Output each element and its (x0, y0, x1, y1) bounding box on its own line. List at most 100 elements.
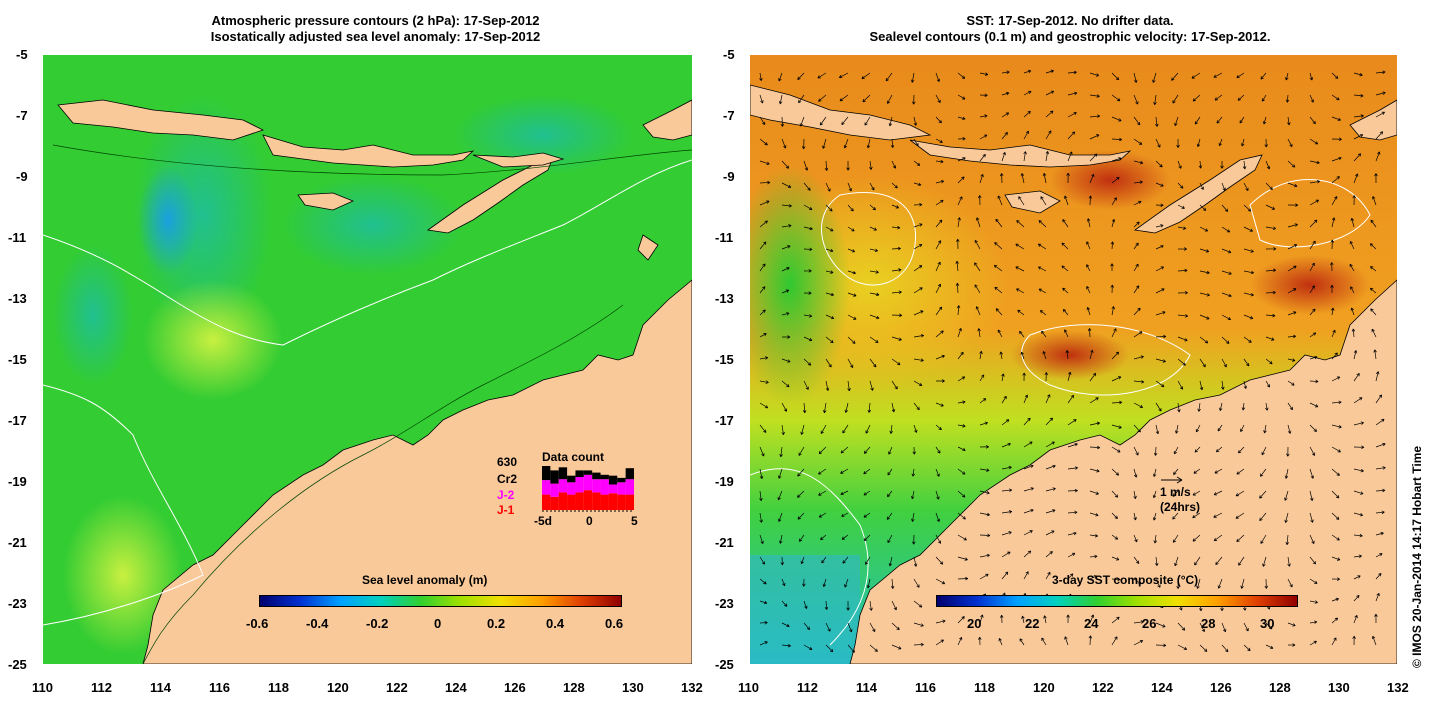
velocity-arrow (913, 160, 921, 166)
land-java (57, 99, 265, 141)
velocity-arrow (797, 490, 805, 498)
data-count-bar-j1 (600, 494, 609, 510)
velocity-arrow (818, 446, 827, 455)
velocity-arrow (759, 512, 763, 523)
velocity-arrow (1172, 490, 1179, 497)
velocity-arrow (1351, 328, 1356, 338)
velocity-arrow (1111, 424, 1122, 429)
velocity-arrow (979, 398, 987, 404)
velocity-arrow (1375, 371, 1380, 382)
colorbar-tick: 0 (434, 616, 442, 631)
velocity-arrow (847, 292, 857, 297)
velocity-arrow (1155, 266, 1164, 272)
velocity-arrow (957, 556, 968, 561)
land-java (750, 84, 932, 141)
velocity-arrow (759, 556, 765, 565)
velocity-arrow (1192, 490, 1201, 496)
velocity-arrow (935, 138, 943, 143)
velocity-arrow (825, 204, 833, 212)
velocity-arrow (1111, 490, 1119, 498)
velocity-arrow (1038, 288, 1047, 294)
velocity-arrow (781, 245, 791, 250)
velocity-arrow (778, 72, 783, 82)
data-count-legend-cr2: Cr2 (497, 472, 518, 486)
velocity-arrow (891, 182, 898, 189)
velocity-arrow (1287, 643, 1296, 647)
data-count-bar-j1 (567, 494, 576, 510)
velocity-arrow (1089, 534, 1099, 538)
velocity-arrow (1261, 446, 1267, 456)
velocity-arrow (1064, 195, 1069, 206)
data-count-bar-j2 (625, 479, 634, 495)
velocity-arrow (869, 644, 878, 652)
lon-tick: 118 (974, 680, 995, 695)
velocity-arrow (935, 116, 942, 124)
velocity-arrow (759, 534, 764, 545)
velocity-arrow (1039, 310, 1047, 316)
velocity-arrow (1040, 196, 1047, 206)
velocity-arrow (781, 160, 790, 169)
velocity-arrow (1221, 270, 1232, 275)
velocity-arrow (1221, 622, 1227, 633)
velocity-arrow (1350, 286, 1355, 294)
velocity-arrow (1375, 573, 1382, 580)
velocity-arrow (935, 159, 944, 164)
velocity-arrow (869, 248, 879, 253)
velocity-arrow (1001, 442, 1011, 448)
velocity-arrow (910, 72, 915, 83)
velocity-arrow (840, 468, 849, 474)
velocity-arrow (1331, 176, 1340, 184)
velocity-arrow (866, 578, 871, 589)
velocity-arrow (955, 282, 960, 294)
sealevel-contour (821, 191, 917, 286)
velocity-arrow (1309, 620, 1318, 624)
velocity-arrow (1353, 421, 1364, 426)
velocity-arrow (1067, 112, 1077, 118)
data-count-total: 630 (497, 455, 518, 469)
velocity-arrow (818, 490, 827, 496)
velocity-arrow (825, 358, 832, 368)
velocity-arrow (869, 600, 873, 611)
lat-tick: -23 (715, 596, 734, 611)
velocity-arrow (1111, 116, 1122, 122)
velocity-arrow (1199, 336, 1209, 344)
velocity-arrow (1067, 151, 1073, 162)
velocity-arrow (1067, 531, 1077, 536)
velocity-arrow (1155, 578, 1161, 588)
velocity-arrow (1219, 402, 1223, 411)
velocity-arrow (913, 182, 922, 187)
velocity-arrow (1045, 130, 1052, 140)
velocity-arrow (781, 182, 792, 188)
velocity-arrow (1176, 138, 1180, 148)
velocity-arrow (779, 534, 783, 544)
velocity-arrow (1133, 72, 1138, 83)
velocity-arrow (1111, 636, 1118, 646)
velocity-arrow (1199, 292, 1210, 297)
velocity-arrow (869, 204, 876, 211)
velocity-arrow (803, 160, 809, 171)
velocity-arrow (1375, 488, 1386, 493)
lat-tick: -19 (715, 474, 734, 489)
velocity-arrow (1067, 131, 1076, 140)
velocity-arrow (1086, 286, 1091, 294)
velocity-arrow (1287, 311, 1297, 316)
velocity-arrow (935, 534, 942, 544)
left-title-line1: Atmospheric pressure contours (2 hPa): 1… (211, 13, 540, 28)
velocity-arrow (1286, 446, 1290, 457)
velocity-arrow (1133, 160, 1144, 165)
land-australia (849, 279, 1397, 664)
velocity-arrow (913, 310, 924, 316)
velocity-arrow (1221, 182, 1226, 191)
velocity-arrow (957, 446, 966, 452)
velocity-arrow (1353, 94, 1364, 98)
velocity-arrow (1041, 637, 1047, 646)
velocity-arrow (1133, 221, 1140, 228)
velocity-arrow (1064, 329, 1069, 338)
velocity-arrow (863, 490, 871, 496)
velocity-arrow (1067, 488, 1078, 493)
velocity-arrow (1001, 551, 1011, 558)
velocity-arrow (1309, 160, 1320, 165)
velocity-arrow (825, 270, 834, 274)
velocity-arrow (1199, 644, 1208, 652)
velocity-arrow (1017, 309, 1025, 316)
